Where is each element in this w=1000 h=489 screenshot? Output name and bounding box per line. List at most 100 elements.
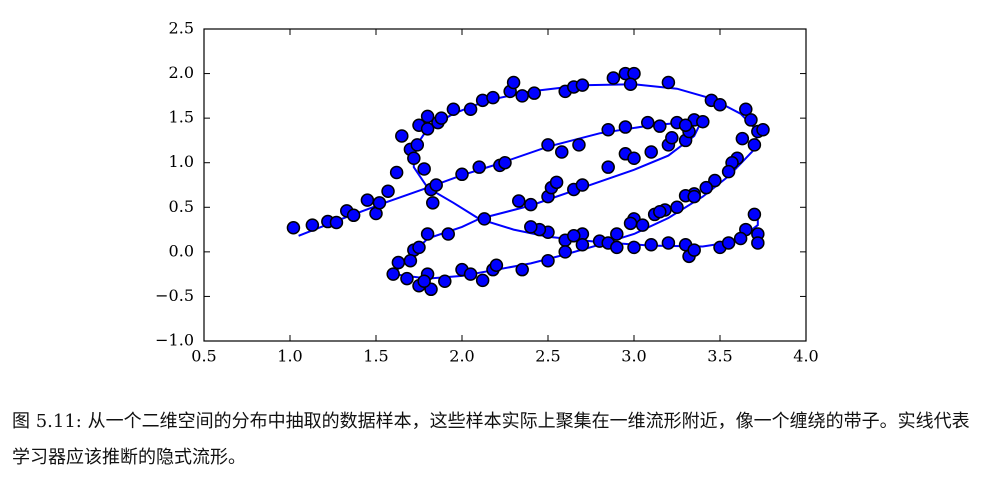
data-point (400, 271, 414, 286)
data-point (463, 102, 478, 116)
data-point (555, 145, 569, 159)
data-point (699, 180, 713, 195)
data-point (627, 240, 641, 255)
x-tick-label: 2.5 (535, 347, 560, 366)
data-point (721, 236, 736, 250)
data-point (512, 194, 526, 208)
data-point (541, 138, 555, 152)
data-point (386, 267, 400, 281)
y-tick-label: 2.5 (169, 19, 194, 38)
data-point (601, 160, 615, 174)
data-point (389, 165, 404, 180)
data-point (515, 262, 529, 277)
data-point (391, 255, 406, 270)
data-point (420, 122, 435, 136)
data-point (678, 118, 693, 133)
data-point (329, 215, 344, 230)
plot-frame (203, 28, 807, 342)
y-tick-label: 0.0 (169, 241, 194, 260)
data-point (627, 151, 641, 166)
x-tick-label: 2.0 (449, 347, 474, 366)
data-point (713, 98, 727, 112)
y-tick-label: −1.0 (155, 331, 194, 350)
chart: 0.5 1.0 1.5 2.0 2.5 3.0 3.5 4.0 −1.0 −0.5 0.0 0.5 1.… (155, 19, 819, 366)
data-point (395, 129, 409, 143)
data-point (429, 178, 443, 192)
data-point (653, 119, 667, 133)
data-point (472, 160, 486, 174)
data-point (360, 193, 375, 207)
data-point (410, 138, 425, 152)
x-tick-label: 3.5 (707, 347, 732, 366)
data-point (372, 196, 387, 210)
data-point (641, 115, 655, 130)
data-point (412, 240, 426, 255)
data-point (644, 237, 658, 252)
y-tick-label: −0.5 (155, 286, 194, 305)
data-point (407, 151, 421, 166)
data-point (305, 218, 320, 232)
caption: 图 5.11: 从一个二维空间的分布中抽取的数据样本，这些样本实际上聚集在一维流… (12, 411, 970, 468)
data-point (381, 184, 395, 198)
data-point (618, 120, 633, 134)
x-tick-label: 3.0 (621, 347, 646, 366)
data-point (575, 78, 590, 92)
y-tick-label: 1.5 (169, 108, 194, 127)
data-point (687, 243, 701, 257)
data-point (653, 204, 667, 219)
data-point (417, 274, 431, 289)
data-point (744, 113, 758, 127)
data-point (708, 173, 722, 188)
data-point (286, 221, 301, 235)
data-point (751, 236, 765, 250)
y-tick-label: 0.5 (169, 197, 194, 216)
data-point (733, 231, 748, 246)
data-point (417, 162, 431, 176)
data-point (346, 208, 361, 223)
data-point (515, 89, 529, 103)
data-point (455, 167, 469, 182)
data-point (441, 227, 455, 241)
y-tick-label: 2.0 (169, 63, 194, 82)
data-point (524, 220, 538, 234)
x-tick-label: 1.0 (277, 347, 302, 366)
data-point (489, 258, 504, 272)
data-point (527, 86, 541, 100)
data-point (506, 75, 521, 90)
y-tick-label: 1.0 (169, 152, 194, 171)
data-point (670, 200, 684, 215)
data-point (438, 274, 452, 289)
data-point (610, 240, 624, 255)
data-point (739, 102, 753, 116)
x-tick-label: 0.5 (191, 347, 216, 366)
data-point (475, 273, 490, 288)
data-point (635, 218, 650, 232)
data-point (756, 122, 770, 137)
data-point (644, 145, 658, 159)
data-point (524, 197, 538, 212)
data-point (747, 138, 762, 152)
data-point (463, 267, 478, 281)
data-point (426, 196, 440, 210)
data-point (696, 114, 710, 129)
x-tick-label: 4.0 (793, 347, 818, 366)
data-point (623, 216, 638, 231)
data-point (403, 254, 418, 268)
data-point (541, 254, 555, 268)
data-point (498, 155, 512, 170)
data-point (721, 164, 736, 179)
data-point (606, 71, 621, 85)
data-point (446, 102, 461, 116)
data-point (623, 77, 638, 92)
data-point (420, 227, 435, 241)
data-point (661, 236, 676, 250)
data-point (567, 229, 581, 243)
data-point (665, 131, 679, 145)
manifold-curve (427, 186, 759, 248)
data-point (549, 175, 564, 190)
data-point (477, 212, 492, 226)
data-point (558, 245, 572, 259)
data-point (486, 90, 500, 105)
data-point (661, 75, 676, 90)
